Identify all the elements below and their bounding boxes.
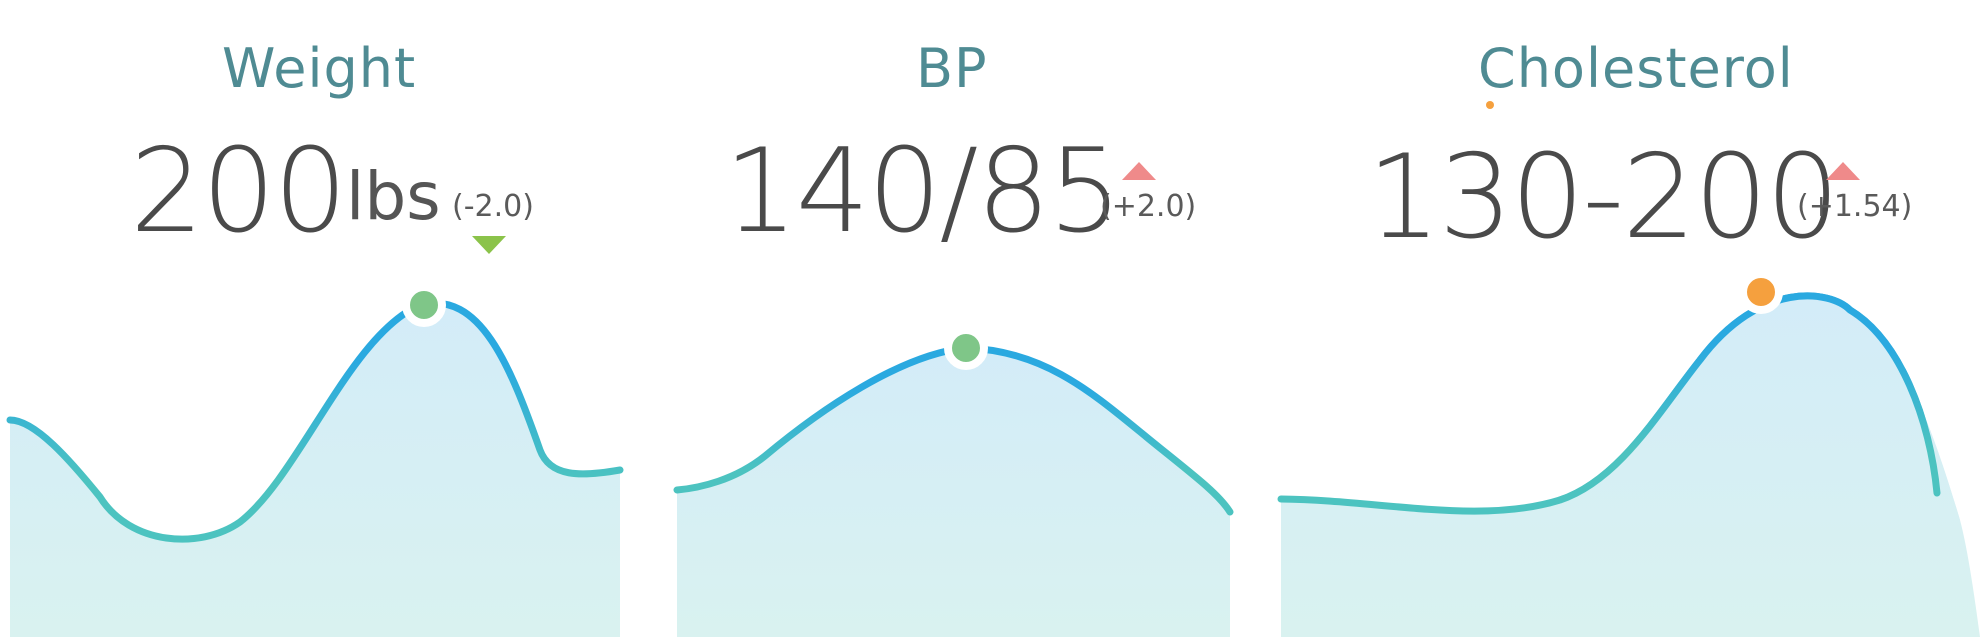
- bp-value: 140/85: [724, 124, 1122, 259]
- bp-area: [677, 348, 1230, 637]
- cholesterol-line-redraw: [1556, 292, 1941, 504]
- bp-peak-marker: [944, 326, 988, 370]
- triangle-up-icon: [1826, 162, 1860, 180]
- orange-dot-icon: [1486, 101, 1494, 109]
- weight-unit: lbs: [346, 158, 441, 235]
- weight-line: [6, 299, 624, 543]
- triangle-down-icon: [472, 236, 506, 254]
- bp-change: (+2.0): [1100, 189, 1197, 224]
- cholesterol-peak-marker: [1739, 270, 1783, 314]
- bp-sparkline: [673, 326, 1234, 637]
- weight-area: [10, 303, 620, 637]
- triangle-up-icon: [1122, 162, 1156, 180]
- weight-change: (-2.0): [452, 189, 534, 224]
- weight-title: Weight: [222, 37, 417, 100]
- bp-title: BP: [916, 37, 988, 100]
- weight-value: 200: [130, 124, 347, 259]
- cholesterol-area-cap: [1560, 295, 1960, 637]
- weight-sparkline: [6, 283, 624, 637]
- cholesterol-sparkline: [1277, 270, 1980, 637]
- cholesterol-value: 130-200: [1367, 130, 1840, 265]
- cholesterol-title: Cholesterol: [1478, 37, 1794, 100]
- cholesterol-change: (+1.54): [1797, 189, 1913, 224]
- weight-peak-marker: [402, 283, 446, 327]
